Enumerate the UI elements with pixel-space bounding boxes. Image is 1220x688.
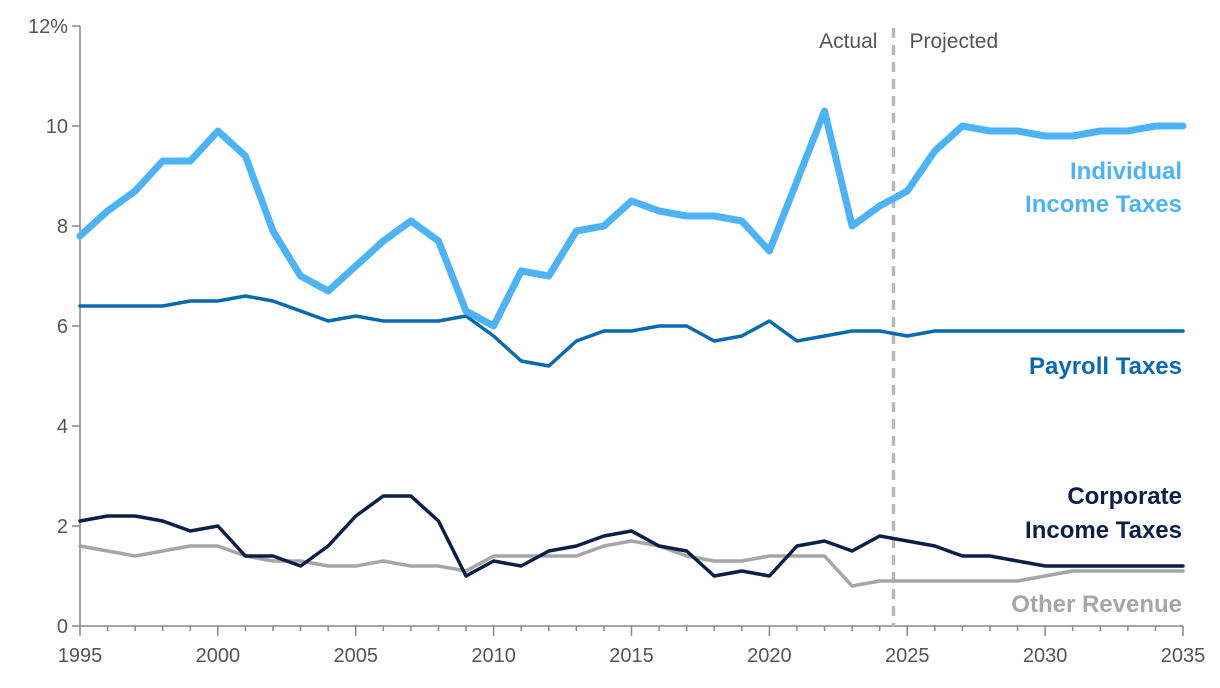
x-tick-label: 2020 xyxy=(747,645,792,667)
y-tick-label: 4 xyxy=(57,416,68,438)
x-tick-label: 2005 xyxy=(334,645,379,667)
y-tick-label: 12% xyxy=(28,16,68,38)
x-tick-label: 2035 xyxy=(1161,645,1206,667)
series-line-2 xyxy=(78,494,1185,578)
series-label-2-0: Corporate xyxy=(1067,483,1182,510)
series-lines xyxy=(76,107,1187,588)
series-line-3 xyxy=(78,539,1185,588)
y-tick-label: 2 xyxy=(57,516,68,538)
x-tick-label: 2015 xyxy=(609,645,654,667)
x-tick-label: 2000 xyxy=(196,645,241,667)
x-tick-label: 1995 xyxy=(58,645,103,667)
series-label-0-1: Income Taxes xyxy=(1025,191,1182,218)
actual-projected-divider: Actual Projected xyxy=(819,28,998,626)
series-line-1 xyxy=(78,294,1185,368)
axes: 0 2 4 6 8 10 12% 1995 2000 2005 2010 2015 2020 2025 20… xyxy=(28,16,1205,667)
series-label-0-0: Individual xyxy=(1070,158,1182,185)
x-tick-label: 2010 xyxy=(471,645,516,667)
y-tick-label: 10 xyxy=(46,116,68,138)
series-label-2-1: Income Taxes xyxy=(1025,517,1182,544)
series-line-0 xyxy=(76,107,1187,330)
y-tick-label: 6 xyxy=(57,316,68,338)
x-tick-label: 2025 xyxy=(885,645,930,667)
x-tick-label: 2030 xyxy=(1023,645,1068,667)
series-label-1-0: Payroll Taxes xyxy=(1029,353,1182,380)
projected-label: Projected xyxy=(909,30,998,53)
series-label-3-0: Other Revenue xyxy=(1011,591,1182,618)
actual-label: Actual xyxy=(819,30,877,53)
y-tick-label: 0 xyxy=(57,616,68,638)
y-tick-label: 8 xyxy=(57,216,68,238)
series-labels: Individual Income Taxes Payroll Taxes Corpo… xyxy=(1011,158,1182,618)
